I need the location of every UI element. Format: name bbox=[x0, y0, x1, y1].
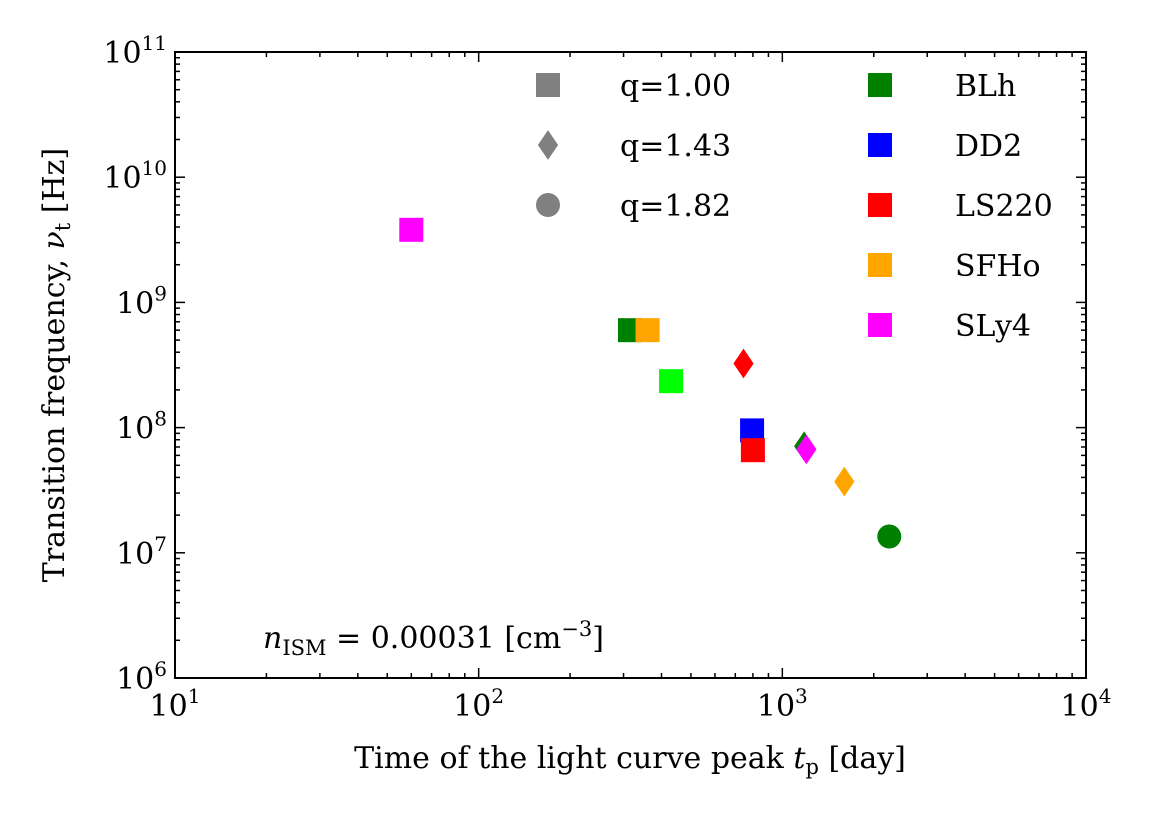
legend-label-blh: BLh bbox=[955, 69, 1016, 104]
legends: q=1.00 q=1.43 q=1.82 BLh DD2 LS220 SFHo SLy4 bbox=[536, 69, 1053, 344]
data-points bbox=[399, 217, 902, 549]
y-tick-label: 109 bbox=[116, 281, 167, 321]
data-point-square bbox=[659, 369, 684, 394]
data-point-square bbox=[399, 217, 424, 242]
data-point-diamond bbox=[733, 348, 754, 379]
legend-label-q=1.82: q=1.82 bbox=[620, 189, 731, 224]
legend-marker-square bbox=[536, 73, 560, 97]
legend-swatch-blh bbox=[868, 73, 892, 97]
data-point-square bbox=[740, 438, 765, 463]
legend-label-q=1.00: q=1.00 bbox=[620, 69, 731, 104]
y-tick-label: 107 bbox=[116, 532, 167, 572]
data-point-square bbox=[635, 318, 660, 343]
legend-swatch-dd2 bbox=[868, 133, 892, 157]
x-axis-label: Time of the light curve peak tp [day] bbox=[354, 741, 906, 779]
x-tick-label: 102 bbox=[453, 684, 504, 724]
y-tick-label: 106 bbox=[116, 657, 167, 697]
x-tick-label: 103 bbox=[757, 684, 808, 724]
y-tick-label: 1010 bbox=[103, 156, 167, 196]
axis-ticks bbox=[174, 51, 1087, 679]
legend-swatch-sfho bbox=[868, 253, 892, 277]
legend-label-ls220: LS220 bbox=[955, 189, 1053, 224]
legend-label-dd2: DD2 bbox=[955, 129, 1022, 164]
plot-area bbox=[174, 51, 1087, 679]
legend-label-sfho: SFHo bbox=[955, 249, 1041, 284]
legend-swatch-ls220 bbox=[868, 193, 892, 217]
x-tick-label: 104 bbox=[1061, 684, 1112, 724]
data-point-diamond bbox=[796, 434, 817, 465]
y-tick-label: 108 bbox=[116, 407, 167, 447]
legend-label-sly4: SLy4 bbox=[955, 309, 1031, 344]
tick-labels: 101 102 103 104 106 107 108 109 1010 1011 bbox=[103, 31, 1111, 724]
y-tick-label: 1011 bbox=[103, 31, 167, 71]
data-point-circle bbox=[877, 524, 902, 549]
data-point-diamond bbox=[834, 466, 855, 497]
y-axis-label: Transition frequency, νt [Hz] bbox=[37, 148, 75, 582]
legend-label-q=1.43: q=1.43 bbox=[620, 129, 731, 164]
ism-density-annotation: nISM = 0.00031 [cm−3] bbox=[263, 617, 604, 660]
x-tick-label: 101 bbox=[150, 684, 201, 724]
legend-marker-diamond bbox=[537, 130, 559, 160]
legend-swatch-sly4 bbox=[868, 313, 892, 337]
plot-frame bbox=[174, 51, 1087, 679]
legend-marker-circle bbox=[536, 193, 560, 217]
